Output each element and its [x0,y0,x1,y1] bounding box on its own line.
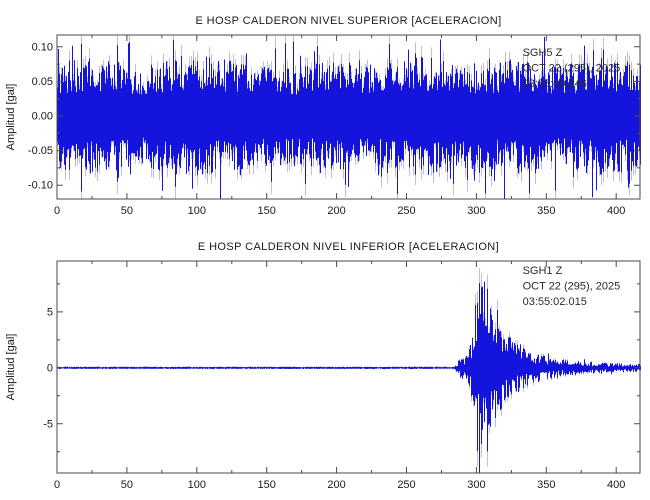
x-tick-label: 0 [54,205,60,217]
station-annotation-line: OCT 22 (295), 2025 [523,280,621,292]
y-tick-label: 0.05 [32,76,53,88]
x-tick-label: 250 [397,205,415,217]
plot-frame-0 [56,34,641,200]
chart-title-0: E HOSP CALDERON NIVEL SUPERIOR [ACELERAC… [195,15,501,27]
x-tick-label: 100 [188,479,206,491]
y-tick-label: 0 [47,362,53,374]
x-tick-label: 50 [121,479,133,491]
x-tick-label: 150 [258,205,276,217]
station-annotation-line: SGH1 Z [523,265,563,277]
x-tick-label: 300 [467,479,485,491]
x-tick-label: 200 [327,479,345,491]
x-tick-label: 50 [121,205,133,217]
y-tick-label: -0.10 [28,180,53,192]
axis-ticks-1 [56,261,640,473]
x-tick-label: 350 [537,205,555,217]
y-axis-label-0: Amplitud [gal] [5,84,17,151]
y-axis-label-1: Amplitud [gal] [5,334,17,401]
y-tick-label: -5 [43,418,53,430]
plot-frame-1 [56,260,641,474]
chart-title-1: E HOSP CALDERON NIVEL INFERIOR [ACELERAC… [198,241,499,253]
y-tick-label: 5 [47,306,53,318]
x-tick-label: 400 [607,205,625,217]
x-tick-label: 250 [397,479,415,491]
y-tick-label: -0.05 [28,145,53,157]
x-tick-label: 100 [188,205,206,217]
x-tick-label: 350 [537,479,555,491]
x-tick-label: 300 [467,205,485,217]
x-tick-label: 400 [607,479,625,491]
y-tick-label: 0.10 [32,41,53,53]
station-annotation-line: OCT 22 (295), 2025 [523,62,621,74]
axis-ticks-0 [56,35,640,199]
y-tick-label: 0.00 [32,111,53,123]
station-annotation-line: 03:55:02.015 [523,296,587,308]
station-annotation-line: SGH5 Z [523,47,563,59]
x-tick-label: 150 [258,479,276,491]
station-annotation-line: 03:55:00.246 [523,78,587,90]
seismic-trace-1 [57,281,641,473]
x-tick-label: 0 [54,479,60,491]
x-tick-label: 200 [327,205,345,217]
